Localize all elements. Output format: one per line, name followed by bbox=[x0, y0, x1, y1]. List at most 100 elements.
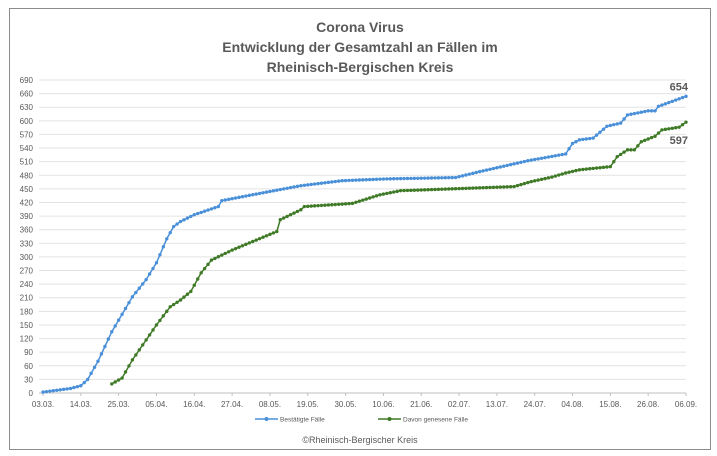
data-point bbox=[319, 203, 324, 208]
data-point bbox=[405, 188, 410, 193]
y-tick-label: 390 bbox=[20, 212, 34, 221]
gridlines bbox=[39, 79, 686, 394]
data-point bbox=[422, 176, 427, 180]
data-point bbox=[484, 168, 489, 172]
data-point bbox=[330, 203, 334, 207]
data-point bbox=[110, 382, 114, 386]
data-point bbox=[656, 131, 661, 135]
data-point bbox=[512, 162, 516, 166]
data-point bbox=[257, 236, 262, 241]
data-point bbox=[299, 183, 303, 188]
data-point bbox=[436, 187, 441, 192]
data-point bbox=[175, 300, 179, 304]
data-point bbox=[240, 244, 245, 248]
data-point bbox=[103, 344, 107, 349]
data-point bbox=[134, 290, 138, 295]
x-tick-label: 25.03. bbox=[108, 400, 130, 409]
data-point bbox=[137, 286, 141, 290]
data-point bbox=[536, 157, 540, 161]
data-point bbox=[165, 237, 169, 241]
data-point bbox=[474, 170, 478, 175]
data-point bbox=[488, 185, 492, 190]
y-axis-ticks: 0 30 60 90 120 150 180 210 240 270 300 330 360 390 420… bbox=[20, 76, 34, 398]
data-point bbox=[546, 176, 551, 180]
y-tick-label: 150 bbox=[20, 321, 34, 330]
data-point bbox=[460, 174, 465, 178]
end-labels: 654 597 bbox=[670, 81, 689, 147]
y-tick-label: 60 bbox=[24, 362, 33, 371]
data-point bbox=[526, 159, 530, 163]
data-point bbox=[347, 201, 351, 206]
x-tick-label: 13.07. bbox=[486, 400, 508, 409]
data-point bbox=[371, 177, 375, 182]
data-point bbox=[416, 176, 420, 180]
data-point bbox=[533, 179, 537, 183]
data-point bbox=[264, 234, 269, 238]
data-point bbox=[343, 178, 348, 183]
data-point bbox=[618, 121, 623, 125]
data-point bbox=[292, 211, 296, 215]
data-point bbox=[388, 191, 392, 195]
data-point bbox=[185, 216, 190, 220]
data-point bbox=[498, 165, 503, 169]
data-point bbox=[244, 242, 248, 247]
data-point bbox=[488, 167, 492, 171]
data-point bbox=[199, 210, 203, 215]
x-tick-label: 24.07. bbox=[524, 400, 546, 409]
data-point bbox=[226, 250, 231, 254]
data-point bbox=[226, 197, 231, 202]
data-point bbox=[560, 152, 564, 157]
legend-label-recovered: Davon genesene Fälle bbox=[403, 417, 468, 424]
data-point bbox=[189, 214, 193, 219]
data-point bbox=[302, 183, 307, 187]
data-point bbox=[581, 167, 585, 172]
data-point bbox=[457, 174, 461, 179]
data-point bbox=[233, 196, 238, 200]
data-point bbox=[230, 196, 234, 201]
data-point bbox=[130, 358, 135, 362]
data-point bbox=[171, 302, 176, 307]
data-point bbox=[622, 117, 626, 121]
data-point bbox=[96, 359, 100, 363]
data-point bbox=[574, 168, 578, 173]
data-point bbox=[646, 109, 650, 113]
data-point bbox=[319, 181, 324, 185]
data-point bbox=[251, 193, 255, 197]
data-point bbox=[158, 253, 162, 257]
data-point bbox=[233, 246, 238, 251]
data-point bbox=[326, 203, 331, 207]
data-point bbox=[312, 204, 317, 208]
data-point bbox=[257, 191, 262, 196]
data-point bbox=[502, 164, 506, 168]
data-point bbox=[264, 190, 269, 194]
data-point bbox=[477, 186, 482, 190]
data-point bbox=[409, 176, 413, 181]
data-point bbox=[526, 180, 530, 185]
data-point bbox=[58, 388, 62, 392]
x-tick-label: 27.04. bbox=[221, 400, 243, 409]
data-point bbox=[86, 377, 90, 382]
chart-title-line-2: Entwicklung der Gesamtzahl an Fällen im bbox=[222, 39, 497, 55]
data-point bbox=[123, 306, 128, 311]
data-point bbox=[185, 292, 190, 296]
data-point bbox=[670, 99, 674, 104]
chart-border bbox=[9, 8, 711, 450]
x-axis-ticks: 03.03. 14.03. 25.03. 05.04. 16.04. 27.04. 08.0… bbox=[32, 393, 697, 409]
data-point bbox=[639, 110, 643, 114]
data-point bbox=[570, 169, 575, 174]
legend-label-confirmed: Bestätigte Fälle bbox=[280, 417, 325, 424]
data-point bbox=[381, 192, 386, 196]
y-tick-label: 450 bbox=[20, 185, 34, 194]
data-point bbox=[202, 266, 207, 271]
data-point bbox=[385, 191, 389, 196]
data-point bbox=[673, 126, 678, 130]
data-point bbox=[337, 202, 341, 206]
x-tick-label: 06.09. bbox=[675, 400, 697, 409]
data-point bbox=[388, 177, 392, 181]
data-point bbox=[268, 232, 272, 237]
data-point bbox=[61, 387, 66, 392]
data-point bbox=[79, 384, 83, 388]
series-confirmed bbox=[41, 94, 688, 394]
data-point bbox=[123, 370, 128, 374]
data-point bbox=[429, 176, 434, 180]
